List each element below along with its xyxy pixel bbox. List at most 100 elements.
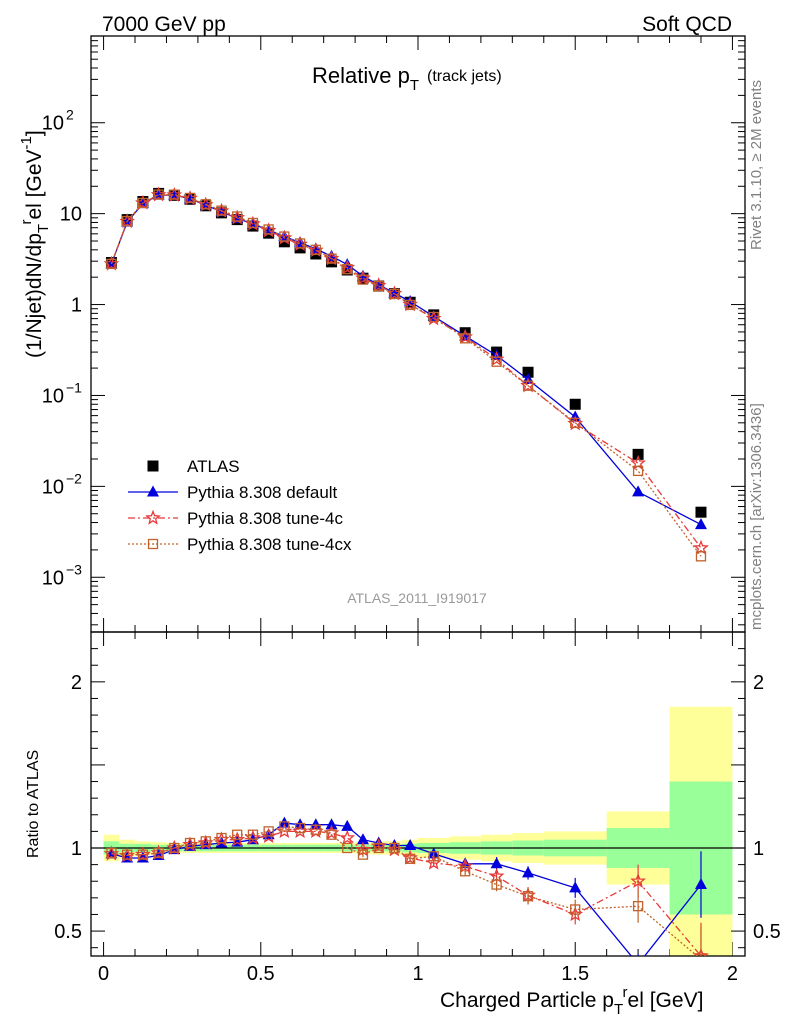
ratio-data-point bbox=[153, 847, 164, 859]
ratio-data-point bbox=[342, 842, 353, 854]
main-data-point bbox=[279, 231, 290, 242]
ratio-data-point bbox=[569, 881, 582, 893]
main-data-point bbox=[695, 506, 707, 518]
main-data-point bbox=[342, 264, 353, 275]
main-data-point bbox=[695, 551, 707, 562]
ratio-plot-frame bbox=[90, 631, 746, 957]
main-data-point bbox=[153, 189, 164, 200]
ratio-data-point bbox=[106, 847, 117, 859]
header-process-label: Soft QCD bbox=[642, 13, 732, 36]
main-data-point bbox=[216, 205, 227, 216]
ratio-data-point bbox=[632, 901, 644, 912]
analysis-id-label: ATLAS_2011_I919017 bbox=[347, 590, 487, 606]
header-energy-label: 7000 GeV pp bbox=[102, 13, 226, 36]
legend-marker bbox=[147, 460, 159, 472]
legend-label: Pythia 8.308 tune-4c bbox=[187, 509, 343, 528]
main-y-axis-label: (1/Njet)dN/dpTrel [GeV-1] bbox=[18, 130, 52, 358]
plot-title-subscript: T bbox=[410, 77, 419, 94]
ratio-data-point bbox=[522, 866, 535, 878]
x-tick-label: 1.5 bbox=[561, 963, 589, 985]
ratio-y-axis-label: Ratio to ATLAS bbox=[25, 750, 42, 858]
main-data-point bbox=[632, 465, 644, 477]
main-data-point bbox=[522, 366, 534, 378]
ratio-data-point bbox=[339, 829, 356, 845]
ratio-y-tick-label-right: 2 bbox=[753, 672, 764, 694]
ratio-data-point bbox=[522, 891, 534, 902]
ratio-data-point bbox=[122, 849, 133, 860]
legend-marker bbox=[145, 509, 161, 525]
legend-label: Pythia 8.308 tune-4cx bbox=[187, 535, 352, 554]
ratio-y-tick-label-right: 0.5 bbox=[753, 921, 781, 943]
main-data-point bbox=[122, 215, 133, 227]
x-tick-label: 2 bbox=[727, 963, 738, 985]
ratio-data-point bbox=[428, 851, 439, 862]
ratio-data-point bbox=[356, 833, 369, 845]
ratio-data-point bbox=[694, 878, 707, 890]
main-y-tick-label: 1 bbox=[71, 295, 82, 317]
main-data-point bbox=[278, 236, 290, 248]
legend: ATLAS Pythia 8.308 default Pythia 8.308 tu… bbox=[128, 457, 352, 554]
main-data-point bbox=[460, 333, 471, 344]
main-data-point bbox=[325, 249, 338, 261]
ratio-data-point bbox=[490, 857, 503, 869]
main-y-tick-label: 10 bbox=[42, 476, 64, 498]
main-data-point bbox=[428, 311, 439, 323]
x-axis-label: Charged Particle pTrel [GeV] bbox=[440, 984, 703, 1018]
ratio-plot-panel: 0 0.5 1 1.5 2 0.5 0.5 1 1 2 2 bbox=[54, 631, 781, 985]
x-tick-label: 0.5 bbox=[247, 963, 275, 985]
main-y-tick-label: 10 bbox=[42, 385, 64, 407]
main-y-tick-label: 10 bbox=[42, 113, 64, 135]
ratio-data-point bbox=[460, 866, 471, 877]
plot-title: Relative p bbox=[312, 63, 410, 88]
ratio-data-point bbox=[357, 849, 369, 860]
ratio-data-point bbox=[137, 849, 149, 860]
ratio-data-point bbox=[325, 818, 338, 830]
rivet-version-label: Rivet 3.1.10, ≥ 2M events bbox=[748, 80, 765, 250]
ratio-data-point bbox=[695, 954, 707, 956]
main-data-point bbox=[137, 197, 149, 209]
legend-marker bbox=[147, 485, 159, 497]
plot-title-note: (track jets) bbox=[427, 68, 502, 85]
ratio-data-point bbox=[184, 837, 196, 849]
main-data-point bbox=[522, 380, 534, 391]
ratio-y-tick-label-right: 1 bbox=[753, 838, 764, 860]
main-data-point bbox=[569, 398, 581, 410]
ratio-plot-marks bbox=[103, 816, 709, 969]
main-plot-marks bbox=[103, 186, 709, 562]
main-y-tick-exponent: −3 bbox=[66, 561, 82, 577]
ratio-data-point bbox=[630, 872, 647, 888]
legend-marker bbox=[147, 538, 159, 550]
main-data-point bbox=[263, 224, 274, 235]
main-data-point bbox=[693, 539, 709, 555]
main-y-tick-label: 10 bbox=[42, 567, 64, 589]
ratio-data-point bbox=[310, 824, 321, 835]
main-data-point bbox=[294, 238, 306, 249]
x-tick-label: 0 bbox=[98, 963, 109, 985]
ratio-data-point bbox=[632, 958, 644, 969]
ratio-y-tick-label: 1 bbox=[71, 838, 82, 860]
ratio-data-point bbox=[373, 842, 384, 854]
ratio-data-point bbox=[200, 836, 211, 847]
legend-label: ATLAS bbox=[187, 457, 240, 476]
main-y-tick-label: 10 bbox=[60, 204, 82, 226]
ratio-data-point bbox=[232, 829, 243, 840]
ratio-data-point bbox=[169, 842, 180, 854]
ratio-data-point bbox=[279, 821, 290, 832]
ratio-y-tick-label: 2 bbox=[71, 672, 82, 694]
ratio-data-point bbox=[263, 826, 274, 837]
ratio-data-point bbox=[570, 904, 581, 915]
main-data-point bbox=[427, 309, 440, 321]
mcplots-label: mcplots.cern.ch [arXiv:1306.3436] bbox=[748, 403, 765, 630]
main-data-point bbox=[326, 253, 337, 264]
main-y-tick-exponent: 2 bbox=[66, 107, 74, 123]
svg-text:Relative pT(track jets): Relative pT (track jets) bbox=[312, 63, 502, 94]
x-tick-label: 1 bbox=[412, 963, 423, 985]
ratio-data-point bbox=[341, 819, 354, 831]
main-y-tick-exponent: −2 bbox=[66, 470, 82, 486]
ratio-data-point bbox=[693, 947, 709, 956]
ratio-data-point bbox=[389, 842, 400, 854]
main-data-point bbox=[184, 192, 196, 204]
main-data-point bbox=[389, 288, 400, 300]
legend-label: Pythia 8.308 default bbox=[187, 483, 338, 502]
main-data-point bbox=[310, 244, 321, 255]
